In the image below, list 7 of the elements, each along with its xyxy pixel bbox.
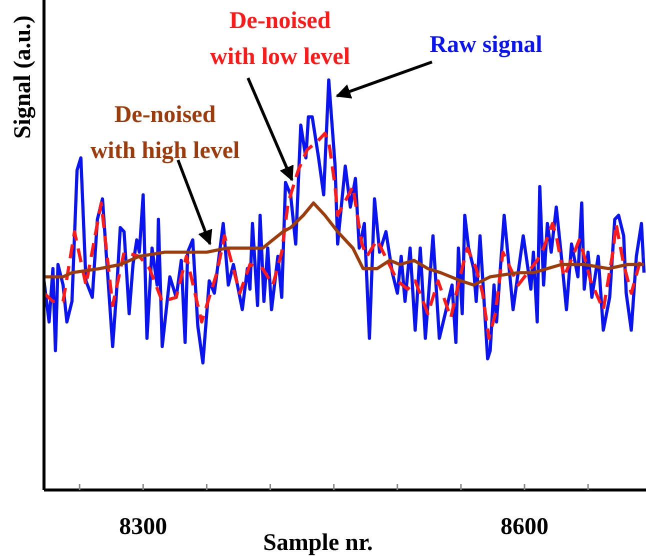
- text: De-noised with high level: [90, 102, 240, 164]
- x-axis-title: Sample nr.: [263, 530, 373, 556]
- x-tick-label: 8600: [500, 514, 549, 540]
- x-tick-label: 8300: [119, 514, 168, 540]
- text: De-noised with low level: [210, 8, 350, 70]
- text: Raw signal: [430, 32, 543, 58]
- y-axis-title: Signal (a.u.): [10, 15, 36, 139]
